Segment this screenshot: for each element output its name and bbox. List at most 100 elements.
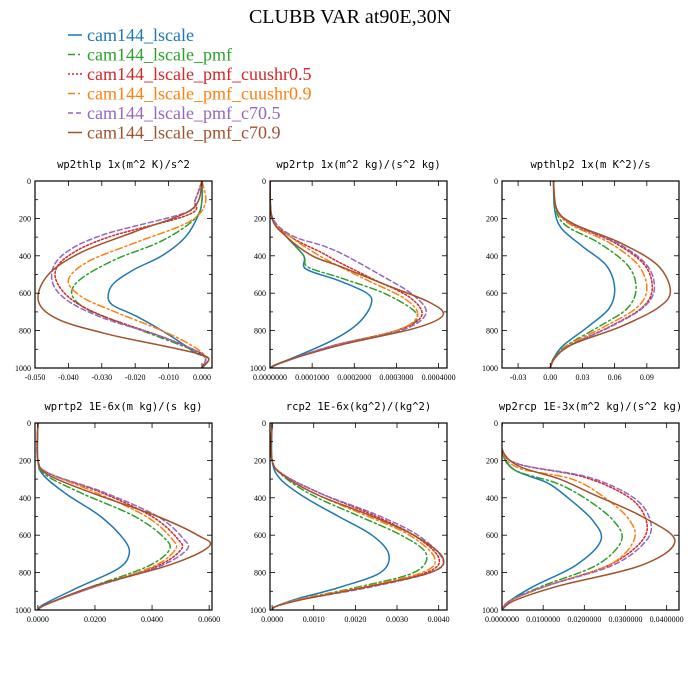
axis-frame <box>34 422 213 611</box>
y-tick-label: 600 <box>254 289 266 298</box>
x-tick-label: 0.0200 <box>84 615 106 624</box>
series-group <box>549 181 672 368</box>
x-tick-label: 0.0003000 <box>379 373 413 382</box>
y-tick-label: 1000 <box>15 606 31 615</box>
series-group <box>270 181 445 368</box>
chart-panel: wp2rcp 1E-3x(m^2 kg)/(s^2 kg)0 200 400 600 8… <box>482 401 684 624</box>
x-tick-label: 0.0600 <box>198 615 220 624</box>
series-line <box>502 423 676 610</box>
x-tick-label: 0.03 <box>575 373 589 382</box>
legend-entry: cam144_lscale_pmf_c70.9 <box>68 123 280 143</box>
chart-panel: wpthlp2 1x(m K^2)/s 0 200 400 600 800 1000 -0.0… <box>482 159 680 382</box>
y-tick-label: 400 <box>254 494 266 503</box>
legend-entry: cam144_lscale <box>68 25 194 45</box>
x-tick-label: 0.0400 <box>141 615 163 624</box>
x-tick-label: -0.040 <box>58 373 79 382</box>
series-line <box>270 423 445 610</box>
y-tick-label: 800 <box>254 327 266 336</box>
legend-entry: cam144_lscale_pmf_cuushr0.5 <box>68 64 311 84</box>
series-group <box>270 423 445 610</box>
series-line <box>502 423 603 610</box>
y-tick-label: 800 <box>254 569 266 578</box>
series-line <box>270 423 390 610</box>
x-tick-label: -0.030 <box>91 373 112 382</box>
y-tick-label: 1000 <box>15 364 31 373</box>
y-tick-label: 600 <box>254 531 266 540</box>
series-line <box>502 423 623 610</box>
panel-title: rcp2 1E-6x(kg^2)/(kg^2) <box>286 401 431 413</box>
series-line <box>270 181 423 368</box>
y-tick-label: 200 <box>254 456 266 465</box>
x-tick-label: 0.09 <box>640 373 654 382</box>
axis-frame <box>501 422 680 611</box>
y-tick-label: 400 <box>486 494 498 503</box>
y-tick-label: 800 <box>19 569 31 578</box>
x-tick-label: 0.06 <box>608 373 622 382</box>
legend-label: cam144_lscale_pmf_cuushr0.9 <box>87 84 311 104</box>
series-line <box>37 181 210 368</box>
x-tick-label: -0.010 <box>158 373 179 382</box>
series-line <box>67 181 207 368</box>
x-tick-label: 0.0001000 <box>295 373 329 382</box>
panel-title: wp2thlp 1x(m^2 K)/s^2 <box>57 159 190 171</box>
y-tick-label: 1000 <box>482 606 498 615</box>
x-tick-label: 0.0002000 <box>337 373 371 382</box>
x-tick-label: 0.00 <box>543 373 557 382</box>
y-tick-label: 200 <box>19 456 31 465</box>
series-line <box>36 423 190 610</box>
y-tick-label: 1000 <box>250 364 266 373</box>
x-tick-label: -0.03 <box>510 373 527 382</box>
y-tick-label: 400 <box>486 252 498 261</box>
series-group <box>502 423 676 610</box>
y-tick-label: 0 <box>494 419 498 428</box>
x-tick-label: 0.0200000 <box>567 615 601 624</box>
y-tick-label: 200 <box>486 214 498 223</box>
y-tick-label: 800 <box>19 327 31 336</box>
series-line <box>549 181 648 368</box>
series-line <box>549 181 654 368</box>
chart-panel: wp2thlp 1x(m^2 K)/s^202004006008001000-0… <box>15 159 213 382</box>
x-tick-label: 0.000 <box>193 373 211 382</box>
y-tick-label: 0 <box>494 177 498 186</box>
chart-panel: wprtp2 1E-6x(m kg)/(s kg) 0 200 400 600 800 10… <box>15 401 220 624</box>
legend-label: cam144_lscale <box>87 25 194 45</box>
y-tick-label: 1000 <box>482 364 498 373</box>
x-tick-label: 0.0020 <box>344 615 366 624</box>
x-tick-label: 0.0300000 <box>608 615 642 624</box>
series-line <box>270 181 445 368</box>
axis-frame <box>34 180 213 369</box>
series-line <box>549 181 656 368</box>
series-group <box>36 423 212 610</box>
y-tick-label: 600 <box>19 531 31 540</box>
chart-panel: rcp2 1E-6x(kg^2)/(kg^2) 0 200 400 600 800 1000… <box>250 401 450 624</box>
legend: cam144_lscalecam144_lscale_pmfcam144_lsc… <box>68 25 311 143</box>
legend-label: cam144_lscale_pmf <box>87 45 232 65</box>
series-line <box>549 181 616 368</box>
x-tick-label: 0.0000 <box>27 615 49 624</box>
y-tick-label: 200 <box>254 214 266 223</box>
legend-label: cam144_lscale_pmf_c70.5 <box>87 103 280 123</box>
series-line <box>270 181 419 368</box>
panel-title: wpthlp2 1x(m K^2)/s <box>530 159 650 171</box>
x-tick-label: 0.0400000 <box>650 615 684 624</box>
y-tick-label: 1000 <box>250 606 266 615</box>
x-tick-label: 0.0010 <box>303 615 325 624</box>
series-line <box>270 423 428 610</box>
y-tick-label: 0 <box>27 419 31 428</box>
series-group <box>37 181 210 368</box>
series-line <box>36 423 131 610</box>
y-tick-label: 600 <box>486 531 498 540</box>
legend-label: cam144_lscale_pmf_c70.9 <box>87 123 280 143</box>
series-line <box>549 181 672 368</box>
figure-title: CLUBB VAR at90E,30N <box>249 6 451 28</box>
x-tick-label: 0.0000 <box>261 615 283 624</box>
x-tick-label: 0.0040 <box>428 615 450 624</box>
y-tick-label: 800 <box>486 569 498 578</box>
y-tick-label: 0 <box>262 419 266 428</box>
legend-entry: cam144_lscale_pmf <box>68 45 232 65</box>
legend-label: cam144_lscale_pmf_cuushr0.5 <box>87 64 311 84</box>
y-tick-label: 600 <box>19 289 31 298</box>
y-tick-label: 0 <box>27 177 31 186</box>
legend-entry: cam144_lscale_pmf_cuushr0.9 <box>68 84 311 104</box>
